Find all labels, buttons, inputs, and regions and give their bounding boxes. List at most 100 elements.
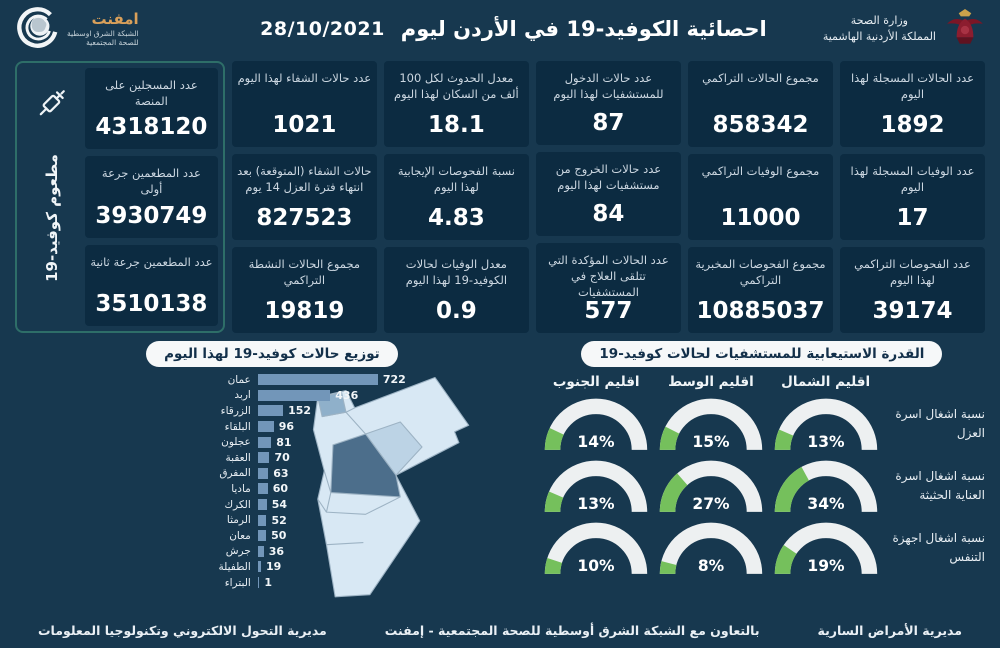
hospital-capacity-panel: القدرة الاستيعابية للمستشفيات لحالات كوف… [539,341,985,603]
stat-column-5: عدد حالات الشفاء لهذا اليوم 1021 حالات الش… [231,61,377,333]
bar-label: العقبة [225,451,251,464]
vaccine-card-2: عدد المطعمين جرعة أولى 3930749 [85,156,218,238]
bar-row-عجلون: عجلون 81 [199,434,529,450]
stat-card-1-2-value: 17 [896,205,929,231]
bar-row-المفرق: المفرق 63 [199,466,529,482]
bar-label: الزرقاء [220,404,251,417]
bar-row-العقبة: العقبة 70 [199,450,529,466]
stat-card-1-2-label: عدد الوفيات المسجلة لهذا اليوم [850,164,975,195]
stat-card-2-1: مجموع الحالات التراكمي 858342 [687,61,833,147]
emphnet-subtitle-2: للصحة المجتمعية [86,38,139,48]
page-title: احصائية الكوفيد-19 في الأردن ليوم [400,17,767,41]
stat-card-5-3-label: مجموع الحالات النشطة التراكمي [248,257,361,288]
svg-text:14%: 14% [578,433,616,451]
vaccine-card-1: عدد المسجلين على المنصة 4318120 [85,68,218,150]
bar-label: الطفيلة [218,560,251,573]
vaccination-side-label: مطعوم كوفيد-19 [43,153,61,282]
svg-text:10%: 10% [578,557,616,575]
gauge-2-3: 13% [539,456,654,516]
stat-card-3-2-value: 84 [592,200,625,227]
footer: مديرية الأمراض السارية بالتعاون مع الشبك… [0,613,1000,648]
gauge-region-header: اقليم الوسط [668,374,754,390]
bar-value: 70 [274,451,290,465]
bar-row-البلقاء: البلقاء 96 [199,419,529,435]
gauge-chart: 15% [659,398,763,451]
stat-card-3-1-value: 87 [592,109,625,136]
bar-value: 60 [272,482,289,496]
bar [257,421,274,433]
stat-card-5-1: عدد حالات الشفاء لهذا اليوم 1021 [231,61,377,147]
bar-row-ماديا: ماديا 60 [199,481,529,497]
bar-value: 54 [271,498,288,512]
bar-value: 52 [271,513,287,527]
bar-label: المفرق [219,467,251,480]
gauge-3-2: 8% [654,518,769,578]
gauge-grid: اقليم الشمال اقليم الوسط اقليم الجنوب نسبة … [539,371,985,578]
bar-value: 50 [271,529,287,543]
svg-text:34%: 34% [807,495,845,513]
vaccine-card-3: عدد المطعمين جرعة ثانية 3510138 [85,244,218,326]
stat-card-2-3-label: مجموع الفحوصات المخبرية التراكمي [695,257,826,288]
emphnet-subtitle-1: الشبكة الشرق اوسطية [67,29,139,38]
bar-label: الرمثا [226,514,251,527]
bar-label: الكرك [224,498,251,511]
stat-card-3-2-label: عدد حالات الخروج من مستشفيات لهذا اليوم [555,161,662,192]
stat-card-5-3: مجموع الحالات النشطة التراكمي 19819 [231,247,377,333]
stat-card-3-3-label: عدد الحالات المؤكدة التي تتلقى العلاج في… [548,252,669,299]
stat-card-1-2: عدد الوفيات المسجلة لهذا اليوم 17 [839,154,985,240]
stat-card-4-1-value: 18.1 [428,112,485,138]
svg-text:27%: 27% [692,495,730,513]
vaccine-card-3-label: عدد المطعمين جرعة ثانية [90,254,213,269]
bar-label: البتراء [224,576,251,589]
gauge-1-2: 15% [654,394,769,454]
footer-center: بالتعاون مع الشبكة الشرق أوسطية للصحة ال… [384,623,760,638]
bar-row-الرمثا: الرمثا 52 [199,512,529,528]
stats-section: عدد الحالات المسجلة لهذا اليوم 1892 عدد ال… [0,56,1000,333]
bar [257,530,267,542]
gauge-1-1: 13% [768,394,883,454]
stat-column-4: معدل الحدوث لكل 100 ألف من السكان لهذا ا… [383,61,529,333]
stat-card-2-1-value: 858342 [712,112,809,138]
stat-card-1-1: عدد الحالات المسجلة لهذا اليوم 1892 [839,61,985,147]
emphnet-block: امفنت الشبكة الشرق اوسطية للصحة المجتمعي… [14,6,204,52]
stat-card-5-2: حالات الشفاء (المتوقعة) بعد انتهاء فترة … [231,154,377,240]
bar-label: ماديا [231,482,251,495]
bar-row-معان: معان 50 [199,528,529,544]
syringe-icon [39,90,65,116]
bar-label: عمان [227,373,251,386]
bar-row-الزرقاء: الزرقاء 152 [199,403,529,419]
bar [257,545,264,557]
bar-value: 36 [268,544,285,558]
bar-label: اربد [234,389,251,402]
stat-column-3: عدد حالات الدخول للمستشفيات لهذا اليوم 87… [535,61,681,333]
bar [257,467,269,479]
bar-row-عمان: عمان 722 [199,372,529,388]
gauge-3-1: 19% [768,518,883,578]
stat-card-2-1-label: مجموع الحالات التراكمي [702,71,819,85]
vaccination-group: عدد المسجلين على المنصة 4318120 عدد المطعم… [15,61,225,333]
stat-card-2-3-value: 10885037 [696,298,825,324]
stat-card-1-3: عدد الفحوصات التراكمي لهذا اليوم 39174 [839,247,985,333]
bar-value: 722 [382,373,406,387]
svg-text:15%: 15% [692,433,730,451]
bar [257,514,267,526]
stat-card-1-3-value: 39174 [872,298,953,324]
moh-country: المملكة الأردنية الهاشمية [822,30,936,43]
report-date: 28/10/2021 [260,18,385,40]
vaccination-side-strip: مطعوم كوفيد-19 [22,68,82,326]
bar [257,374,378,386]
bar-row-اربد: اربد 436 [199,388,529,404]
stat-card-3-2: عدد حالات الخروج من مستشفيات لهذا اليوم 8… [535,151,681,236]
stat-column-1: عدد الحالات المسجلة لهذا اليوم 1892 عدد ال… [839,61,985,333]
stat-card-2-2-value: 11000 [720,205,801,231]
vaccine-card-3-value: 3510138 [95,290,208,317]
stat-card-4-3: معدل الوفيات لحالات الكوفيد-19 لهذا اليو… [383,247,529,333]
bar [257,499,267,511]
page-title-wrap: احصائية الكوفيد-19 في الأردن ليوم 28/10/… [214,17,813,41]
bar-row-البتراء: البتراء 1 [199,575,529,591]
gauge-chart: 8% [659,522,763,575]
gauge-row-label-3: نسبة اشغال اجهزة التنفس [892,531,985,564]
capacity-title: القدرة الاستيعابية للمستشفيات لحالات كوف… [581,341,943,367]
stat-card-3-1-label: عدد حالات الدخول للمستشفيات لهذا اليوم [553,71,664,102]
